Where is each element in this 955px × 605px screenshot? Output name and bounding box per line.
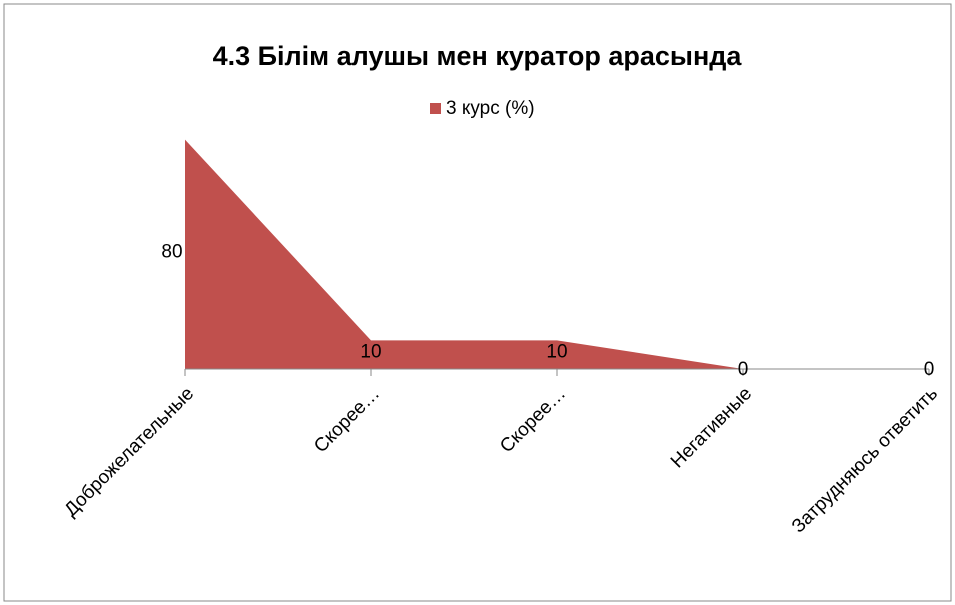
data-label: 10	[360, 342, 381, 363]
legend-label: 3 курс (%)	[446, 98, 535, 119]
legend-swatch	[430, 103, 441, 114]
chart-frame	[3, 3, 952, 602]
data-label: 80	[161, 241, 182, 262]
data-label: 0	[738, 359, 749, 380]
chart-title: 4.3 Білім алушы мен куратор арасында	[213, 41, 743, 71]
data-label: 10	[546, 342, 567, 363]
data-label: 0	[924, 359, 935, 380]
area	[185, 139, 929, 369]
